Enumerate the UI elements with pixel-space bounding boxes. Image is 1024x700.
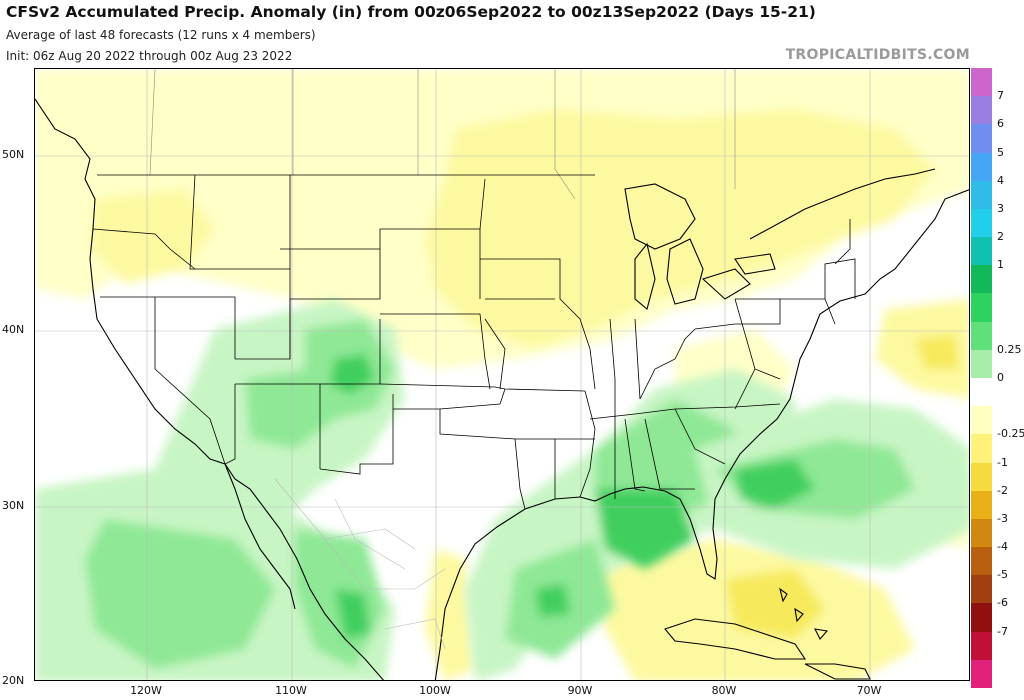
lat-label-50n: 50N xyxy=(2,148,25,161)
lon-label-80w: 80W xyxy=(711,684,737,697)
colorbar-segment xyxy=(971,96,992,125)
lat-label-30n: 30N xyxy=(2,499,25,512)
colorbar-segment xyxy=(971,547,992,576)
colorbar-tick-label: -7 xyxy=(997,624,1008,638)
colorbar-segment xyxy=(971,603,992,633)
colorbar-tick-label: 6 xyxy=(997,117,1004,131)
province-borders xyxy=(149,69,736,200)
colorbar-segment xyxy=(971,490,992,520)
colorbar-segment xyxy=(971,575,992,604)
graticule xyxy=(35,69,969,680)
colorbar-segment xyxy=(971,349,992,379)
colorbar-tick-label: 4 xyxy=(997,173,1004,187)
colorbar-segment xyxy=(971,378,992,407)
colorbar-tick-label: -2 xyxy=(997,483,1008,497)
colorbar xyxy=(971,68,992,689)
colorbar-tick-label: 0 xyxy=(997,371,1004,384)
chart-title: CFSv2 Accumulated Precip. Anomaly (in) f… xyxy=(6,3,816,21)
wet-anomaly-shading xyxy=(35,299,969,680)
colorbar-segment xyxy=(971,152,992,182)
colorbar-segment xyxy=(971,518,992,548)
colorbar-segment xyxy=(971,659,992,689)
colorbar-tick-label: -3 xyxy=(997,511,1008,525)
lon-label-70w: 70W xyxy=(856,684,882,697)
colorbar-tick-label: -6 xyxy=(997,596,1008,610)
lon-label-110w: 110W xyxy=(275,684,307,697)
init-time: Init: 06z Aug 20 2022 through 00z Aug 23… xyxy=(6,49,293,63)
colorbar-segment xyxy=(971,321,992,351)
colorbar-tick-label: 5 xyxy=(997,145,1004,159)
dry-anomaly-shading xyxy=(35,69,969,680)
colorbar-segment xyxy=(971,462,992,492)
state-borders xyxy=(92,174,856,510)
colorbar-segment xyxy=(971,237,992,266)
colorbar-segment xyxy=(971,434,992,464)
colorbar-segment xyxy=(971,406,992,435)
colorbar-tick-label: 0.25 xyxy=(997,342,1022,356)
colorbar-segment xyxy=(971,265,992,294)
site-credit: TROPICALTIDBITS.COM xyxy=(785,47,970,63)
colorbar-tick-label: -1 xyxy=(997,455,1008,469)
colorbar-segment xyxy=(971,208,992,238)
chart-subtitle: Average of last 48 forecasts (12 runs x … xyxy=(6,28,316,42)
lon-label-90w: 90W xyxy=(567,684,593,697)
colorbar-tick-label: 7 xyxy=(997,89,1004,103)
coastlines xyxy=(35,98,969,680)
colorbar-segment xyxy=(971,180,992,210)
lon-label-120w: 120W xyxy=(130,684,162,697)
map-canvas xyxy=(35,69,969,680)
colorbar-tick-label: -5 xyxy=(997,568,1008,582)
colorbar-segment xyxy=(971,124,992,154)
lat-label-20n: 20N xyxy=(2,674,25,687)
colorbar-tick-label: -4 xyxy=(997,540,1008,554)
colorbar-tick-label: 3 xyxy=(997,201,1004,215)
lat-label-40n: 40N xyxy=(2,323,25,336)
colorbar-tick-label: -0.25 xyxy=(997,427,1024,441)
lon-label-100w: 100W xyxy=(419,684,451,697)
colorbar-tick-label: 2 xyxy=(997,230,1004,244)
colorbar-tick-label: 1 xyxy=(997,258,1004,272)
mexico-state-borders xyxy=(274,478,446,650)
precip-anomaly-map xyxy=(34,68,970,681)
colorbar-segment xyxy=(971,293,992,323)
colorbar-segment xyxy=(971,631,992,661)
colorbar-segment xyxy=(971,68,992,97)
